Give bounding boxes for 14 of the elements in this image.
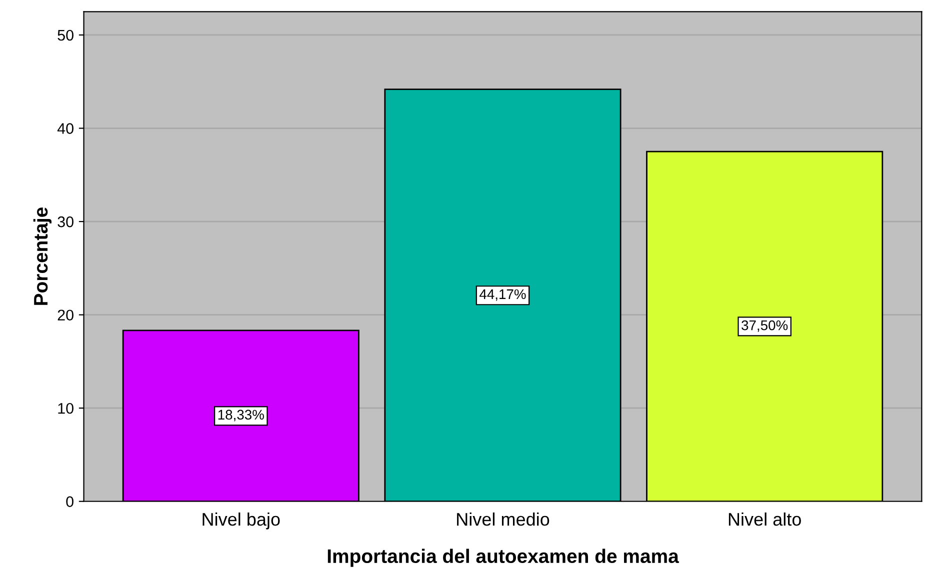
- x-tick-label: Nivel bajo: [202, 512, 280, 530]
- data-label: 18,33%: [218, 410, 264, 422]
- y-tick-label: 20: [58, 310, 74, 321]
- x-tick-label: Nivel medio: [457, 512, 550, 526]
- x-axis-title: Importancia del autoexamen de mama: [328, 548, 680, 567]
- y-tick-label: 0: [66, 496, 74, 508]
- y-tick-label: 30: [58, 216, 74, 228]
- y-tick-label: 40: [57, 123, 74, 134]
- data-label: 37,50%: [742, 320, 788, 332]
- y-tick-label: 50: [58, 30, 74, 41]
- x-tick-label: Nivel alto: [728, 512, 801, 526]
- y-axis-title: Porcentaje: [33, 207, 52, 305]
- data-label: 44,17%: [480, 289, 526, 301]
- y-tick-label: 10: [58, 402, 74, 414]
